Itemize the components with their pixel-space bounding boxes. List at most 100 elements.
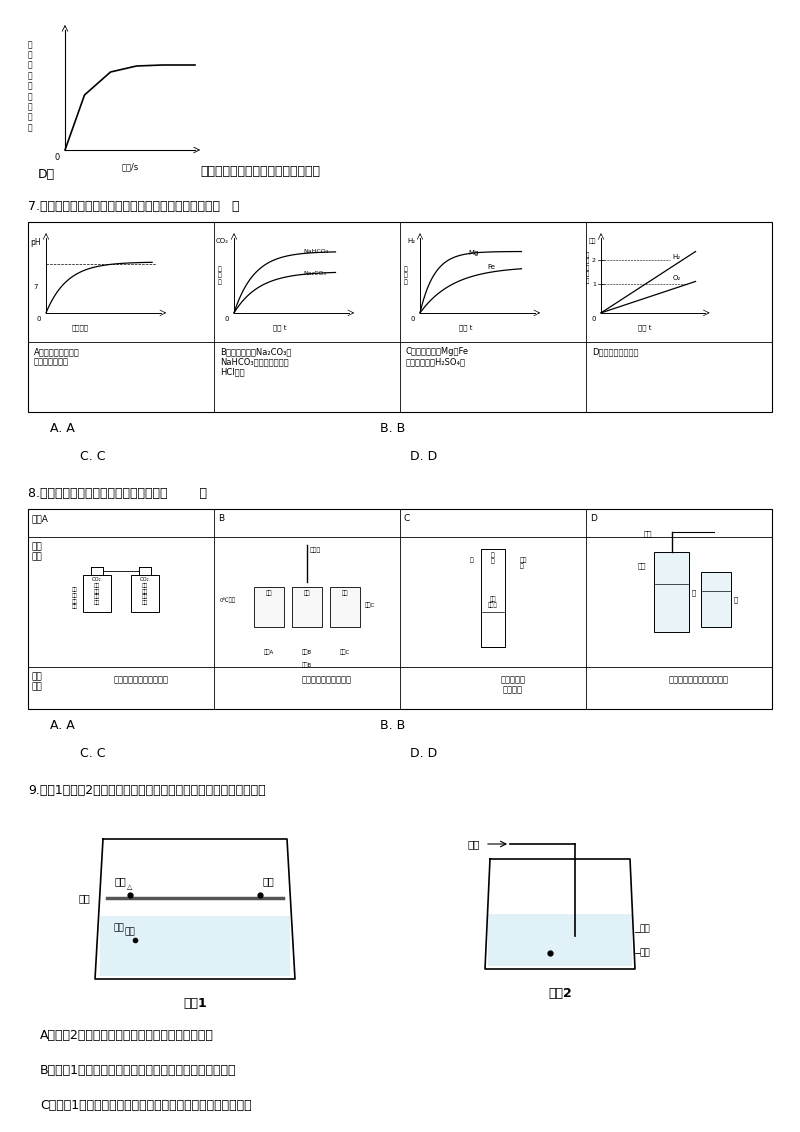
- Text: Fe: Fe: [487, 264, 494, 271]
- Text: 铜片: 铜片: [78, 893, 90, 903]
- Text: C. C: C. C: [80, 451, 106, 463]
- Bar: [28, 509, 772, 709]
- Text: 探究空气中氧气的体积分数: 探究空气中氧气的体积分数: [669, 675, 729, 684]
- Bar: [330, 588, 360, 627]
- Text: 热水: 热水: [113, 923, 124, 932]
- Text: 0: 0: [37, 316, 41, 321]
- Text: Na₂CO₃: Na₂CO₃: [303, 271, 326, 276]
- Text: 二
氧
化
锰
的
质
量
分
数: 二 氧 化 锰 的 质 量 分 数: [28, 40, 32, 132]
- Text: 9.实验1和实验2用于研究可燃物的燃烧条件。下列判断正确的是（）: 9.实验1和实验2用于研究可燃物的燃烧条件。下列判断正确的是（）: [28, 784, 266, 797]
- Text: A．实验2中如果停止通入氧气，白磷仍会继续燃烧: A．实验2中如果停止通入氧气，白磷仍会继续燃烧: [40, 1029, 214, 1041]
- Text: 水: 水: [470, 557, 473, 563]
- Text: 红磷: 红磷: [304, 590, 310, 595]
- Text: C: C: [404, 514, 410, 523]
- Text: B. B: B. B: [380, 422, 406, 435]
- Text: 白磷: 白磷: [114, 876, 126, 886]
- Text: C．将等质量的Mg和Fe
投入到足量稀H₂SO₄中: C．将等质量的Mg和Fe 投入到足量稀H₂SO₄中: [406, 348, 469, 367]
- Text: 探究二氧化碳能与水反应: 探究二氧化碳能与水反应: [114, 675, 169, 684]
- Bar: [131, 575, 159, 612]
- Text: Mg: Mg: [469, 250, 479, 256]
- Text: D. D: D. D: [410, 747, 438, 760]
- Text: 选项A: 选项A: [32, 514, 49, 523]
- Bar: [292, 588, 322, 627]
- Text: NaHCO₃: NaHCO₃: [303, 249, 329, 255]
- Text: 白磷B: 白磷B: [302, 662, 312, 668]
- Text: 用石
蜡液
浸润
纸花: 用石 蜡液 浸润 纸花: [72, 588, 78, 609]
- Text: CO₂
氧化
钙浸
润的
纸花: CO₂ 氧化 钙浸 润的 纸花: [140, 577, 150, 606]
- Text: 空
气: 空 气: [491, 552, 495, 564]
- Text: 白磷: 白磷: [125, 928, 135, 937]
- Text: 澄清
石灰水: 澄清 石灰水: [488, 595, 498, 608]
- Text: 时间 t: 时间 t: [459, 325, 473, 332]
- Text: 8.下列实验设计不能达到实验目的的是（        ）: 8.下列实验设计不能达到实验目的的是（ ）: [28, 487, 207, 500]
- Bar: [481, 549, 505, 648]
- Text: D．电解水一段时间: D．电解水一段时间: [592, 348, 638, 355]
- Text: 白磷: 白磷: [640, 947, 650, 957]
- Text: 0℃热水: 0℃热水: [220, 597, 236, 602]
- Text: 时间 t: 时间 t: [274, 325, 287, 332]
- Bar: [83, 575, 111, 612]
- Text: △: △: [127, 884, 133, 890]
- Bar: [254, 588, 284, 627]
- Text: CO₂
干燥
液浸
润的
纸花: CO₂ 干燥 液浸 润的 纸花: [92, 577, 102, 606]
- Text: D. D: D. D: [410, 451, 438, 463]
- Text: H₂: H₂: [407, 238, 415, 245]
- Text: 7.下列图像分别与选项中的操作相对应，其中合理的是（   ）: 7.下列图像分别与选项中的操作相对应，其中合理的是（ ）: [28, 200, 239, 213]
- Text: C．实验1中水下的白磷没有燃烧，说明热水的温度比铜片的低: C．实验1中水下的白磷没有燃烧，说明热水的温度比铜片的低: [40, 1099, 252, 1112]
- Text: CO₂: CO₂: [216, 238, 229, 245]
- Text: 实验2: 实验2: [548, 987, 572, 1000]
- Text: 气
体
的
质
量: 气 体 的 质 量: [586, 252, 589, 284]
- Text: 0: 0: [410, 316, 415, 321]
- Text: B. B: B. B: [380, 719, 406, 732]
- Text: C. C: C. C: [80, 747, 106, 760]
- Text: 探究燃烧所需要的条件: 探究燃烧所需要的条件: [302, 675, 352, 684]
- Text: 白磷: 白磷: [342, 590, 348, 595]
- Text: 水: 水: [734, 597, 738, 603]
- Text: D．: D．: [38, 168, 55, 181]
- Text: 氧气: 氧气: [467, 839, 480, 849]
- Text: 温度计: 温度计: [310, 547, 322, 552]
- Text: 锈铁
丝: 锈铁 丝: [520, 557, 527, 569]
- Text: pH: pH: [30, 238, 41, 247]
- Text: A．向一定量氢氧化
钠溶液中加入水: A．向一定量氢氧化 钠溶液中加入水: [34, 348, 80, 367]
- Text: 1: 1: [592, 282, 596, 286]
- Text: 水的质量: 水的质量: [72, 325, 89, 332]
- Text: 2: 2: [592, 258, 596, 263]
- Text: 红磷: 红磷: [262, 876, 274, 886]
- Text: 时间/s: 时间/s: [122, 162, 138, 171]
- Text: B．往等质量的Na₂CO₃和
NaHCO₃固体中加入足量
HCl溶液: B．往等质量的Na₂CO₃和 NaHCO₃固体中加入足量 HCl溶液: [220, 348, 291, 377]
- Text: 加热氯酸钾和二氧化锰的固体混合物: 加热氯酸钾和二氧化锰的固体混合物: [200, 165, 320, 178]
- Text: 0: 0: [591, 316, 596, 321]
- Text: B: B: [218, 514, 224, 523]
- Bar: [28, 222, 772, 412]
- Text: A. A: A. A: [50, 719, 74, 732]
- Text: 0: 0: [54, 153, 60, 162]
- Text: 实验1: 实验1: [183, 997, 207, 1010]
- Text: 木炭: 木炭: [644, 530, 653, 537]
- Text: D: D: [590, 514, 597, 523]
- Bar: [654, 552, 689, 632]
- Bar: [100, 916, 290, 976]
- Text: 水: 水: [692, 589, 696, 595]
- Text: O₂: O₂: [673, 275, 681, 282]
- Text: 实验
设计: 实验 设计: [32, 542, 42, 561]
- Text: 红磷B: 红磷B: [302, 649, 312, 654]
- Bar: [488, 914, 632, 966]
- Text: 白磷A: 白磷A: [264, 649, 274, 654]
- Text: 热水: 热水: [640, 925, 650, 934]
- Text: 生成: 生成: [589, 238, 596, 243]
- Text: 的
质
量: 的 质 量: [218, 266, 222, 285]
- Text: 木炭: 木炭: [638, 561, 646, 568]
- Text: 白磷: 白磷: [266, 590, 272, 595]
- Bar: [701, 572, 731, 627]
- Text: 的
质
量: 的 质 量: [404, 266, 408, 285]
- Text: 白磷C: 白磷C: [340, 649, 350, 654]
- Text: 实验
目的: 实验 目的: [32, 672, 42, 692]
- Text: B．实验1中红磷没有燃烧，说明红磷的着火点比白磷的高: B．实验1中红磷没有燃烧，说明红磷的着火点比白磷的高: [40, 1064, 237, 1077]
- Text: H₂: H₂: [673, 255, 681, 260]
- Text: 红磷C: 红磷C: [365, 602, 375, 608]
- Text: 0: 0: [225, 316, 229, 321]
- Text: 时间 t: 时间 t: [638, 325, 651, 332]
- Text: A. A: A. A: [50, 422, 74, 435]
- Text: 探究铁生锈
需要氧气: 探究铁生锈 需要氧气: [501, 675, 526, 694]
